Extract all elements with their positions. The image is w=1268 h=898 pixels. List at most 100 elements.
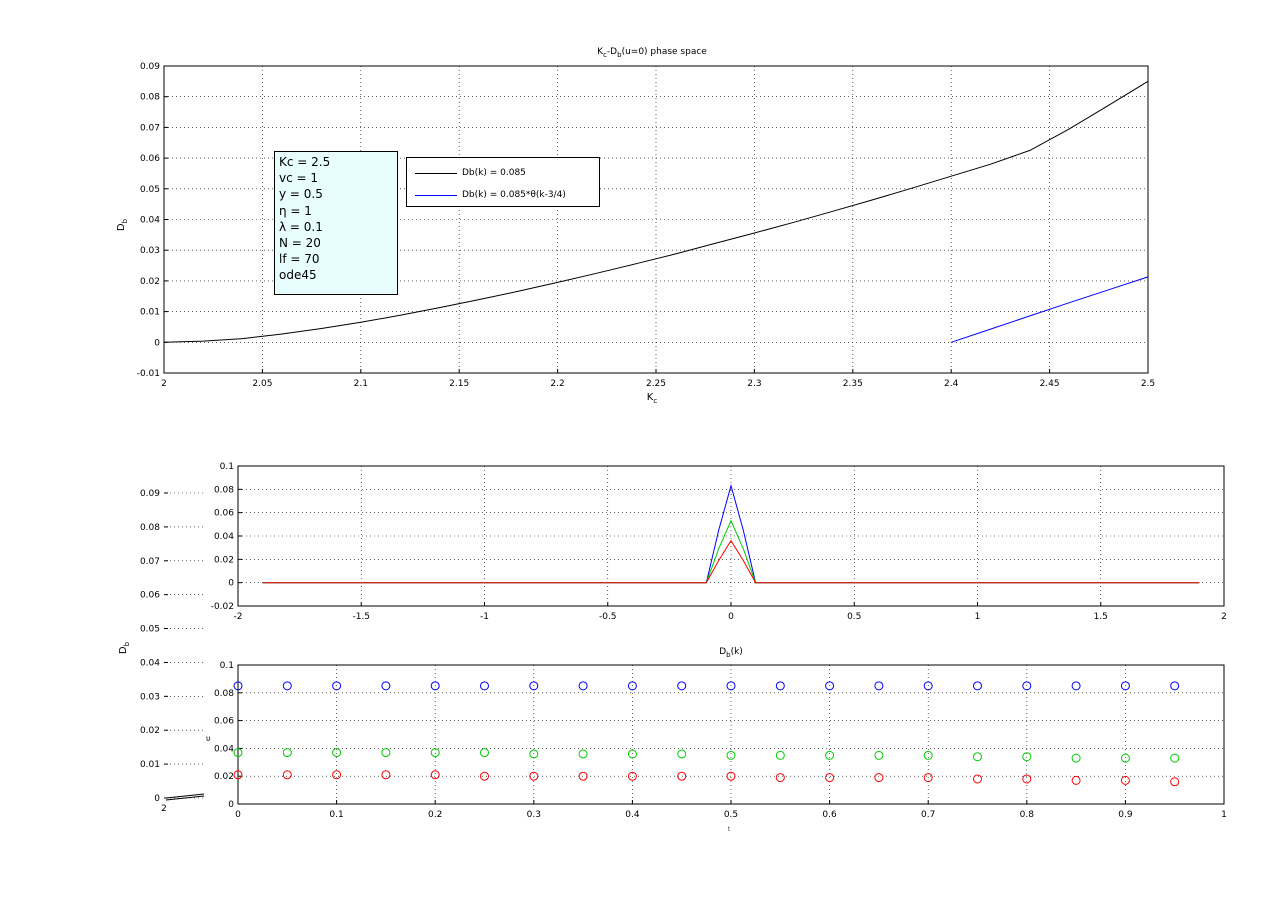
phase-series-line [951, 276, 1149, 343]
profile-xtick-label: -1 [480, 612, 489, 622]
param-line: lf = 70 [279, 252, 320, 267]
dbk-point [1170, 681, 1180, 691]
dbk-xtick-label: 0 [235, 810, 241, 820]
dbk-point [825, 750, 835, 760]
dbk-ytick-label: 0.02 [214, 772, 234, 782]
dbk-point [578, 749, 588, 759]
phase-xtick-label: 2.5 [1141, 379, 1155, 389]
phase-xtick-label: 2.35 [843, 379, 863, 389]
profile-xtick-label: -1.5 [352, 612, 370, 622]
dbk-point [578, 771, 588, 781]
phase-ytick-label: 0.07 [140, 123, 160, 133]
phase-ytick-label: 0.05 [140, 185, 160, 195]
dbk-point [332, 770, 342, 780]
dbk-point [973, 774, 982, 784]
dbk-plot-area [238, 665, 1224, 804]
legend-swatch-black [415, 172, 457, 174]
dbk-point [627, 749, 637, 759]
dbk-point [529, 771, 539, 781]
dbk-point [282, 681, 292, 691]
dbk-point [233, 748, 243, 758]
background-axes-ytick-label: 0.05 [140, 625, 160, 635]
dbk-point [874, 773, 884, 783]
dbk-point [1120, 681, 1130, 691]
phase-xlabel: Kc [647, 392, 658, 405]
legend-swatch-blue [415, 194, 457, 196]
dbk-xtick-label: 0.6 [822, 810, 837, 820]
phase-ytick-label: 0.09 [140, 62, 160, 72]
dbk-ytick-label: 0 [228, 800, 234, 810]
background-axes-axis-stub [165, 795, 205, 801]
background-axes-ytick-label: 0.03 [140, 692, 160, 702]
param-line: Kc = 2.5 [279, 155, 331, 169]
dbk-point [381, 770, 391, 780]
phase-ytick-label: 0.04 [140, 216, 160, 226]
dbk-point [282, 770, 292, 780]
phase-xtick-label: 2.3 [747, 379, 761, 389]
dbk-ytick-label: 0.08 [214, 689, 234, 699]
dbk-point [775, 750, 785, 760]
phase-series-line [163, 80, 1149, 343]
dbk-point [332, 748, 342, 758]
dbk-point [775, 773, 785, 783]
dbk-xtick-label: 0.8 [1020, 810, 1035, 820]
dbk-axes-frame [237, 664, 1225, 805]
profile-ytick-label: 0.04 [214, 532, 234, 542]
legend: Db(k) = 0.085 Db(k) = 0.085*θ(k-3/4) [406, 157, 600, 207]
profile-ytick-label: -0.02 [211, 602, 234, 612]
phase-ylabel: Db [116, 218, 129, 231]
profile-ytick-label: 0.08 [214, 485, 234, 495]
phase-xtick-label: 2.05 [252, 379, 272, 389]
dbk-point [381, 748, 391, 758]
dbk-point [1170, 777, 1180, 787]
dbk-point [529, 681, 539, 691]
phase-ytick-label: 0 [154, 338, 160, 348]
dbk-point [332, 681, 342, 691]
phase-xtick-label: 2.15 [449, 379, 469, 389]
background-ylabel: Db [118, 641, 131, 654]
dbk-point [973, 752, 982, 762]
dbk-point [381, 681, 391, 691]
dbk-xtick-label: 0.1 [329, 810, 343, 820]
dbk-point [677, 681, 687, 691]
phase-xtick-label: 2.45 [1040, 379, 1060, 389]
dbk-point [825, 681, 835, 691]
dbk-ytick-label: 0.04 [214, 744, 234, 754]
background-axes-ytick-label: 0.08 [140, 523, 160, 533]
profile-xtick-label: -2 [234, 612, 243, 622]
dbk-xtick-label: 1 [1221, 810, 1227, 820]
profile-axes-frame [237, 465, 1225, 607]
dbk-point [480, 771, 489, 781]
dbk-point [677, 749, 687, 759]
phase-ytick-label: 0.02 [140, 277, 160, 287]
dbk-point [923, 750, 933, 760]
profile-ytick-label: 0.1 [220, 462, 234, 472]
dbk-xtick-label: 0.5 [724, 810, 738, 820]
profile-layer: -0.02 0 0.02 0.04 0.06 0.08 0.1 -2 -1.5 -1 -0.5 0 0.… [211, 462, 1227, 622]
param-line: λ = 0.1 [279, 219, 323, 234]
dbk-point [627, 771, 637, 781]
dbk-point [578, 681, 588, 691]
profile-xtick-label: 2 [1221, 612, 1227, 622]
dbk-point [973, 681, 982, 691]
phase-ytick-label: 0.08 [140, 93, 160, 103]
dbk-point [430, 681, 440, 691]
background-axes-layer: 0 0.01 0.02 0.03 0.04 0.05 0.06 0.07 0.08 0.09 2 [140, 489, 205, 814]
dbk-point [430, 770, 440, 780]
profile-xtick-label: 0.5 [847, 612, 861, 622]
dbk-point [726, 681, 736, 691]
dbk-xlabel-fragment: t [728, 826, 731, 833]
dbk-point [923, 773, 933, 783]
dbk-point [1170, 753, 1180, 763]
parameter-box: Kc = 2.5 vc = 1 y = 0.5 η = 1 λ = 0.1 N … [274, 151, 398, 295]
phase-ytick-label: -0.01 [137, 369, 160, 379]
phase-ytick-label: 0.01 [140, 308, 160, 318]
phase-xtick-label: 2.1 [354, 379, 368, 389]
dbk-point [430, 748, 440, 758]
dbk-point [923, 681, 933, 691]
dbk-point [480, 748, 489, 758]
dbk-point [480, 681, 489, 691]
dbk-point [282, 748, 292, 758]
profile-ytick-label: 0.02 [214, 555, 234, 565]
